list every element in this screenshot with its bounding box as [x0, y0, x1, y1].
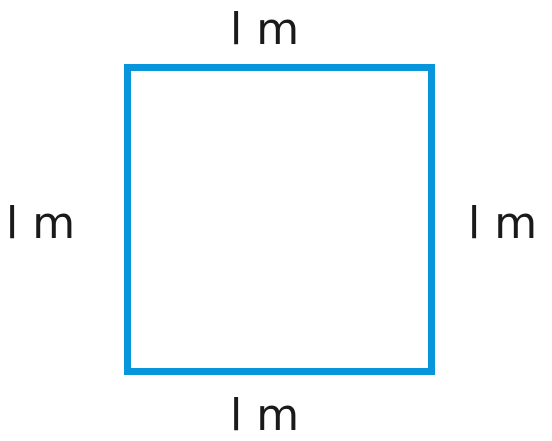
side-label-top: l m — [230, 4, 300, 55]
side-label-bottom: l m — [230, 390, 300, 441]
side-label-right: l m — [468, 198, 538, 249]
square-shape — [124, 64, 435, 375]
side-label-left: l m — [6, 198, 76, 249]
